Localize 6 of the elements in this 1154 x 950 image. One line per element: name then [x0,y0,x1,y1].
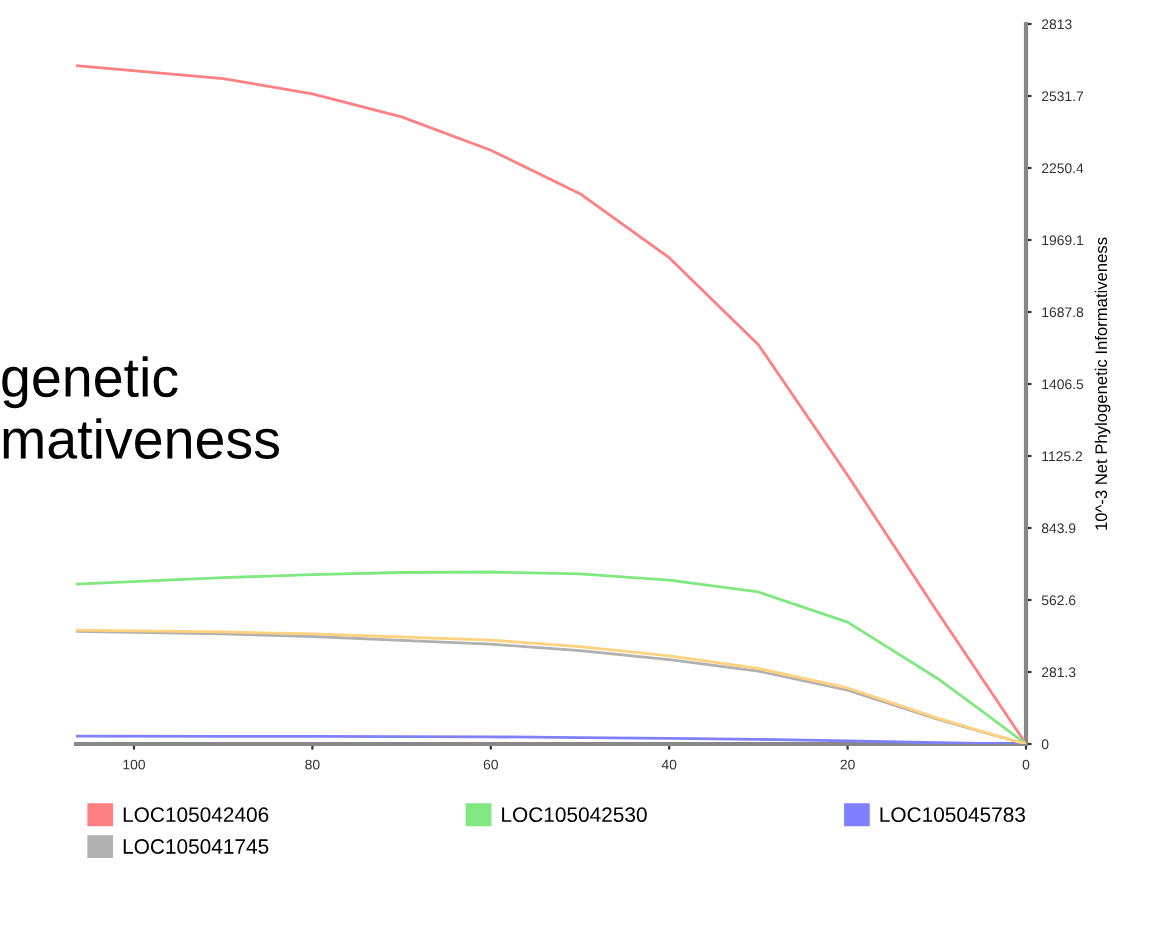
legend-label: LOC105041745 [123,839,269,854]
legend-label: LOC105045783 [880,807,1025,823]
annotation: genetic mativeness [2,356,279,460]
legend-label: LOC105042530 [502,807,647,823]
y-axis-title: 10^-3 Net Phylogenetic Informativeness [1094,237,1111,530]
legend-label: LOC105042406 [123,807,269,823]
